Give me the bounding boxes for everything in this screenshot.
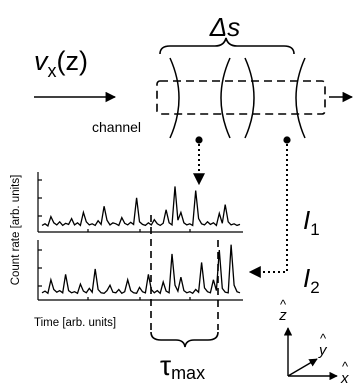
detection-point-1 xyxy=(195,136,203,144)
delta-s-label: Δs xyxy=(209,12,240,42)
count-trace-lower xyxy=(41,244,241,295)
axis-y-hat: ^ xyxy=(320,331,327,346)
tau-max-label: τmax xyxy=(160,350,205,383)
count-trace-upper xyxy=(41,186,241,227)
tau-brace xyxy=(150,331,219,348)
dotted-connector-2 xyxy=(248,144,288,278)
channel-label: channel xyxy=(92,119,141,135)
focus-volume-2 xyxy=(244,57,306,139)
axis-x-hat: ^ xyxy=(342,359,349,374)
upper-plot-frame xyxy=(37,172,243,233)
delta-s-brace xyxy=(159,37,295,55)
axis-x-label: x xyxy=(340,370,349,387)
detection-point-2 xyxy=(283,136,291,144)
x-axis-label: Time [arb. units] xyxy=(34,317,116,329)
coordinate-axes xyxy=(283,327,338,381)
channel-box xyxy=(156,80,326,115)
axis-y-label: y xyxy=(318,342,328,359)
intensity-2-label: I2 xyxy=(303,263,320,297)
focus-volume-1 xyxy=(169,57,231,139)
axis-z-label: z xyxy=(278,307,287,324)
axis-z-hat: ^ xyxy=(280,297,287,312)
y-axis-label: Count rate [arb. units] xyxy=(10,175,22,286)
intensity-1-label: I1 xyxy=(303,205,320,239)
lower-plot-frame xyxy=(37,240,243,301)
velocity-label: vx(z) xyxy=(34,46,88,81)
